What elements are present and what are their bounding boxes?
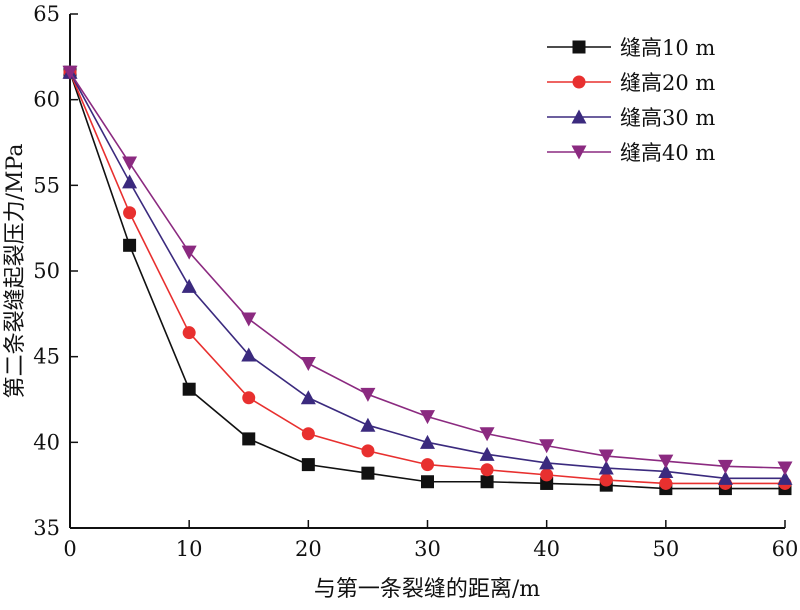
series-group <box>62 64 793 496</box>
legend-marker <box>572 75 586 89</box>
data-point <box>777 470 793 485</box>
y-tick-label: 40 <box>33 430 60 454</box>
data-point <box>539 439 555 454</box>
axes: 0 10 20 30 40 50 60 35 40 45 50 55 60 65 <box>33 2 798 561</box>
data-point <box>361 444 375 458</box>
data-point <box>122 156 138 171</box>
data-point <box>659 476 673 490</box>
legend-item: 缝高40 m <box>547 141 715 165</box>
legend-marker <box>571 109 587 124</box>
y-tick-label: 45 <box>33 345 60 369</box>
x-tick-label: 60 <box>772 537 799 561</box>
legend-label: 缝高20 m <box>620 71 715 95</box>
data-point <box>599 473 613 487</box>
data-point <box>421 475 434 489</box>
data-point <box>123 206 137 220</box>
data-point <box>540 468 554 482</box>
legend-label: 缝高30 m <box>620 106 715 130</box>
data-point <box>420 434 435 449</box>
data-point <box>479 427 495 442</box>
legend-marker <box>571 145 587 160</box>
data-point <box>598 460 614 475</box>
series-line <box>69 71 786 469</box>
legend-item: 缝高30 m <box>547 106 715 130</box>
y-tick-label: 50 <box>33 259 60 283</box>
data-point <box>479 446 495 461</box>
data-point <box>360 417 376 432</box>
x-tick-label: 10 <box>176 537 203 561</box>
data-point <box>777 461 793 476</box>
data-point <box>658 454 674 469</box>
data-point <box>62 65 78 80</box>
data-point <box>122 174 138 189</box>
data-point <box>480 463 494 477</box>
y-tick-label: 65 <box>33 2 60 26</box>
y-tick-label: 60 <box>33 88 60 112</box>
data-point <box>361 466 375 480</box>
data-point <box>242 391 256 405</box>
legend-label: 缝高40 m <box>620 141 715 165</box>
data-point <box>181 245 197 260</box>
data-point <box>301 427 315 441</box>
data-point <box>658 463 674 478</box>
x-tick-label: 0 <box>63 537 76 561</box>
data-point <box>301 458 315 472</box>
data-point <box>421 458 434 472</box>
data-point <box>241 312 257 327</box>
series-4 <box>62 65 793 476</box>
legend-item: 缝高20 m <box>547 71 715 95</box>
data-point <box>242 432 256 446</box>
y-tick-label: 35 <box>33 516 60 540</box>
legend-item: 缝高10 m <box>547 36 715 60</box>
y-axis-label: 第二条裂缝起裂压力/MPa <box>3 144 28 399</box>
x-tick-label: 40 <box>533 537 560 561</box>
data-point <box>717 459 733 474</box>
x-tick-label: 50 <box>652 537 679 561</box>
data-point <box>181 278 197 293</box>
data-point <box>300 357 316 372</box>
legend-marker <box>572 40 586 54</box>
data-point <box>480 475 494 489</box>
data-point <box>123 238 137 252</box>
data-point <box>182 326 196 340</box>
legend-label: 缝高10 m <box>620 36 715 60</box>
data-point <box>241 347 257 362</box>
series-1 <box>63 65 792 496</box>
data-point <box>539 455 555 470</box>
legend: 缝高10 m 缝高20 m 缝高30 m 缝高40 m <box>547 36 715 165</box>
x-tick-label: 20 <box>295 537 322 561</box>
data-point <box>420 410 435 425</box>
data-point <box>598 449 614 464</box>
y-tick-label: 55 <box>33 173 60 197</box>
data-point <box>360 387 376 402</box>
x-tick-label: 30 <box>414 537 441 561</box>
series-line <box>69 71 785 490</box>
x-axis-label: 与第一条裂缝的距离/m <box>314 577 540 602</box>
data-point <box>717 470 733 485</box>
data-point <box>300 390 316 405</box>
data-point <box>182 382 196 396</box>
